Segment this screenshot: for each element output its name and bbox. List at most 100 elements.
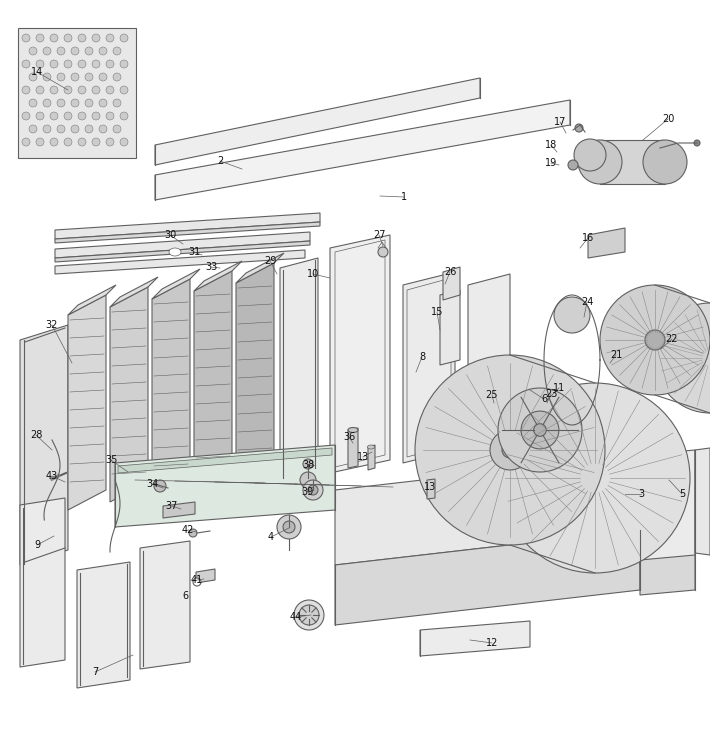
Polygon shape bbox=[55, 241, 310, 262]
Text: 26: 26 bbox=[444, 267, 457, 277]
Polygon shape bbox=[20, 325, 68, 565]
Text: 41: 41 bbox=[191, 575, 203, 585]
Ellipse shape bbox=[368, 445, 374, 449]
Circle shape bbox=[426, 439, 434, 447]
Text: 28: 28 bbox=[30, 430, 42, 440]
Circle shape bbox=[43, 99, 51, 107]
Polygon shape bbox=[695, 448, 710, 555]
Polygon shape bbox=[368, 445, 375, 470]
Circle shape bbox=[578, 140, 622, 184]
Text: 37: 37 bbox=[166, 501, 178, 511]
Circle shape bbox=[22, 86, 30, 94]
Circle shape bbox=[64, 34, 72, 42]
Circle shape bbox=[99, 47, 107, 55]
Polygon shape bbox=[280, 258, 318, 480]
Polygon shape bbox=[55, 213, 320, 239]
Circle shape bbox=[43, 125, 51, 133]
Polygon shape bbox=[110, 277, 158, 307]
Polygon shape bbox=[335, 530, 640, 625]
Circle shape bbox=[113, 99, 121, 107]
Circle shape bbox=[308, 485, 318, 495]
Text: 17: 17 bbox=[554, 117, 566, 127]
Circle shape bbox=[50, 86, 58, 94]
Circle shape bbox=[99, 99, 107, 107]
Circle shape bbox=[78, 34, 86, 42]
Text: 27: 27 bbox=[373, 230, 386, 240]
Circle shape bbox=[85, 125, 93, 133]
Polygon shape bbox=[155, 78, 480, 165]
Circle shape bbox=[43, 47, 51, 55]
Circle shape bbox=[71, 73, 79, 81]
Polygon shape bbox=[194, 271, 232, 486]
Circle shape bbox=[294, 600, 324, 630]
Circle shape bbox=[106, 112, 114, 120]
Circle shape bbox=[694, 140, 700, 146]
Circle shape bbox=[106, 60, 114, 68]
Circle shape bbox=[22, 112, 30, 120]
Circle shape bbox=[29, 125, 37, 133]
Polygon shape bbox=[640, 450, 695, 565]
Circle shape bbox=[29, 47, 37, 55]
Circle shape bbox=[300, 472, 316, 488]
Circle shape bbox=[57, 47, 65, 55]
Text: 1: 1 bbox=[401, 192, 407, 202]
Text: 7: 7 bbox=[92, 667, 98, 677]
Circle shape bbox=[154, 480, 166, 492]
Text: 38: 38 bbox=[302, 460, 314, 470]
Circle shape bbox=[277, 515, 301, 539]
Polygon shape bbox=[440, 290, 460, 365]
Circle shape bbox=[50, 112, 58, 120]
Circle shape bbox=[92, 34, 100, 42]
Polygon shape bbox=[335, 455, 640, 565]
Circle shape bbox=[50, 60, 58, 68]
Text: 21: 21 bbox=[610, 350, 622, 360]
Ellipse shape bbox=[655, 303, 710, 413]
Ellipse shape bbox=[169, 248, 181, 256]
Circle shape bbox=[193, 578, 201, 586]
Circle shape bbox=[283, 521, 295, 533]
Circle shape bbox=[57, 125, 65, 133]
Circle shape bbox=[29, 73, 37, 81]
Circle shape bbox=[521, 411, 559, 449]
Circle shape bbox=[85, 99, 93, 107]
Text: 29: 29 bbox=[264, 256, 276, 266]
Circle shape bbox=[645, 330, 665, 350]
Text: 6: 6 bbox=[182, 591, 188, 601]
Circle shape bbox=[64, 112, 72, 120]
Polygon shape bbox=[140, 541, 190, 669]
Circle shape bbox=[36, 60, 44, 68]
Text: 14: 14 bbox=[31, 67, 43, 77]
Text: 19: 19 bbox=[545, 158, 557, 168]
Text: 33: 33 bbox=[205, 262, 217, 272]
Circle shape bbox=[534, 424, 546, 436]
Text: 36: 36 bbox=[343, 432, 355, 442]
Text: 8: 8 bbox=[419, 352, 425, 362]
Circle shape bbox=[92, 112, 100, 120]
Circle shape bbox=[113, 47, 121, 55]
Text: 3: 3 bbox=[638, 489, 644, 499]
Text: 9: 9 bbox=[34, 540, 40, 550]
Text: 15: 15 bbox=[431, 307, 443, 317]
Ellipse shape bbox=[415, 355, 605, 545]
Circle shape bbox=[502, 442, 518, 458]
Circle shape bbox=[78, 60, 86, 68]
Text: 2: 2 bbox=[217, 156, 223, 166]
Circle shape bbox=[85, 47, 93, 55]
Polygon shape bbox=[55, 222, 320, 243]
Circle shape bbox=[303, 459, 313, 469]
Polygon shape bbox=[163, 502, 195, 518]
Text: 39: 39 bbox=[301, 487, 313, 497]
Circle shape bbox=[64, 138, 72, 146]
Polygon shape bbox=[236, 253, 284, 283]
Polygon shape bbox=[588, 228, 625, 258]
Circle shape bbox=[78, 86, 86, 94]
Circle shape bbox=[22, 34, 30, 42]
Polygon shape bbox=[110, 287, 148, 502]
Circle shape bbox=[554, 297, 590, 333]
Polygon shape bbox=[55, 232, 310, 258]
Polygon shape bbox=[443, 267, 460, 300]
Text: 34: 34 bbox=[146, 479, 158, 489]
Text: 31: 31 bbox=[188, 247, 200, 257]
Polygon shape bbox=[155, 100, 570, 200]
Text: 5: 5 bbox=[679, 489, 685, 499]
